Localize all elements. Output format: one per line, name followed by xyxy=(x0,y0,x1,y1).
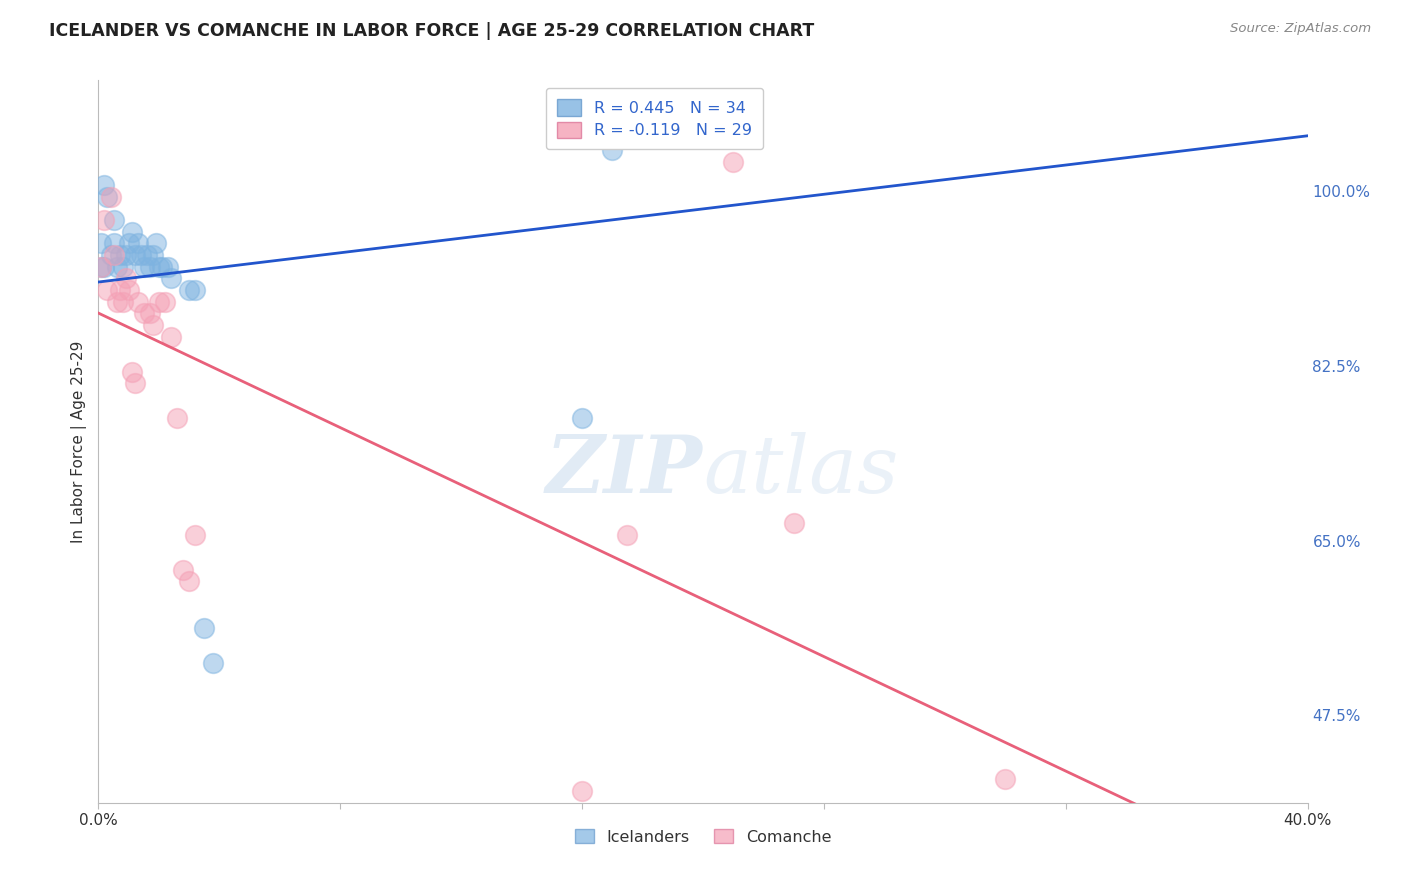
Point xyxy=(90,236,112,251)
Text: Source: ZipAtlas.com: Source: ZipAtlas.com xyxy=(1230,22,1371,36)
Point xyxy=(602,143,624,157)
Point xyxy=(124,376,146,391)
Point xyxy=(127,236,149,251)
Point xyxy=(96,283,118,297)
Point xyxy=(156,260,179,274)
Point xyxy=(93,178,115,193)
Point xyxy=(193,621,215,635)
Text: atlas: atlas xyxy=(703,432,898,509)
Point xyxy=(108,283,131,297)
Point xyxy=(129,248,152,262)
Text: ICELANDER VS COMANCHE IN LABOR FORCE | AGE 25-29 CORRELATION CHART: ICELANDER VS COMANCHE IN LABOR FORCE | A… xyxy=(49,22,814,40)
Point xyxy=(153,294,176,309)
Point xyxy=(179,574,201,589)
Point xyxy=(127,294,149,309)
Point xyxy=(118,236,141,251)
Point xyxy=(105,294,128,309)
Y-axis label: In Labor Force | Age 25-29: In Labor Force | Age 25-29 xyxy=(72,341,87,542)
Point xyxy=(150,260,173,274)
Point xyxy=(616,528,638,542)
Point xyxy=(148,260,170,274)
Point xyxy=(90,260,112,274)
Point xyxy=(114,248,136,262)
Point xyxy=(148,294,170,309)
Point xyxy=(184,528,207,542)
Point xyxy=(93,260,115,274)
Point xyxy=(160,271,183,285)
Point xyxy=(111,260,134,274)
Point xyxy=(723,154,745,169)
Point xyxy=(707,96,730,111)
Point xyxy=(103,248,125,262)
Point xyxy=(93,213,115,227)
Point xyxy=(172,563,194,577)
Point xyxy=(994,772,1017,787)
Point xyxy=(571,784,593,798)
Point xyxy=(142,318,165,332)
Point xyxy=(96,190,118,204)
Point xyxy=(142,248,165,262)
Point xyxy=(139,306,162,320)
Point xyxy=(132,306,155,320)
Point xyxy=(105,260,128,274)
Point xyxy=(90,260,112,274)
Point xyxy=(571,411,593,425)
Point xyxy=(135,248,157,262)
Point xyxy=(114,271,136,285)
Point xyxy=(121,365,143,379)
Point xyxy=(139,260,162,274)
Point xyxy=(103,213,125,227)
Point xyxy=(166,411,188,425)
Point xyxy=(100,190,122,204)
Point xyxy=(132,260,155,274)
Point xyxy=(202,656,225,670)
Point xyxy=(124,248,146,262)
Point xyxy=(145,236,167,251)
Point xyxy=(783,516,806,530)
Point xyxy=(118,283,141,297)
Point xyxy=(160,329,183,343)
Point xyxy=(111,294,134,309)
Point xyxy=(179,283,201,297)
Point xyxy=(184,283,207,297)
Point xyxy=(723,96,745,111)
Point xyxy=(108,248,131,262)
Text: ZIP: ZIP xyxy=(546,432,703,509)
Point xyxy=(100,248,122,262)
Point xyxy=(103,236,125,251)
Point xyxy=(121,225,143,239)
Legend: Icelanders, Comanche: Icelanders, Comanche xyxy=(567,821,839,853)
